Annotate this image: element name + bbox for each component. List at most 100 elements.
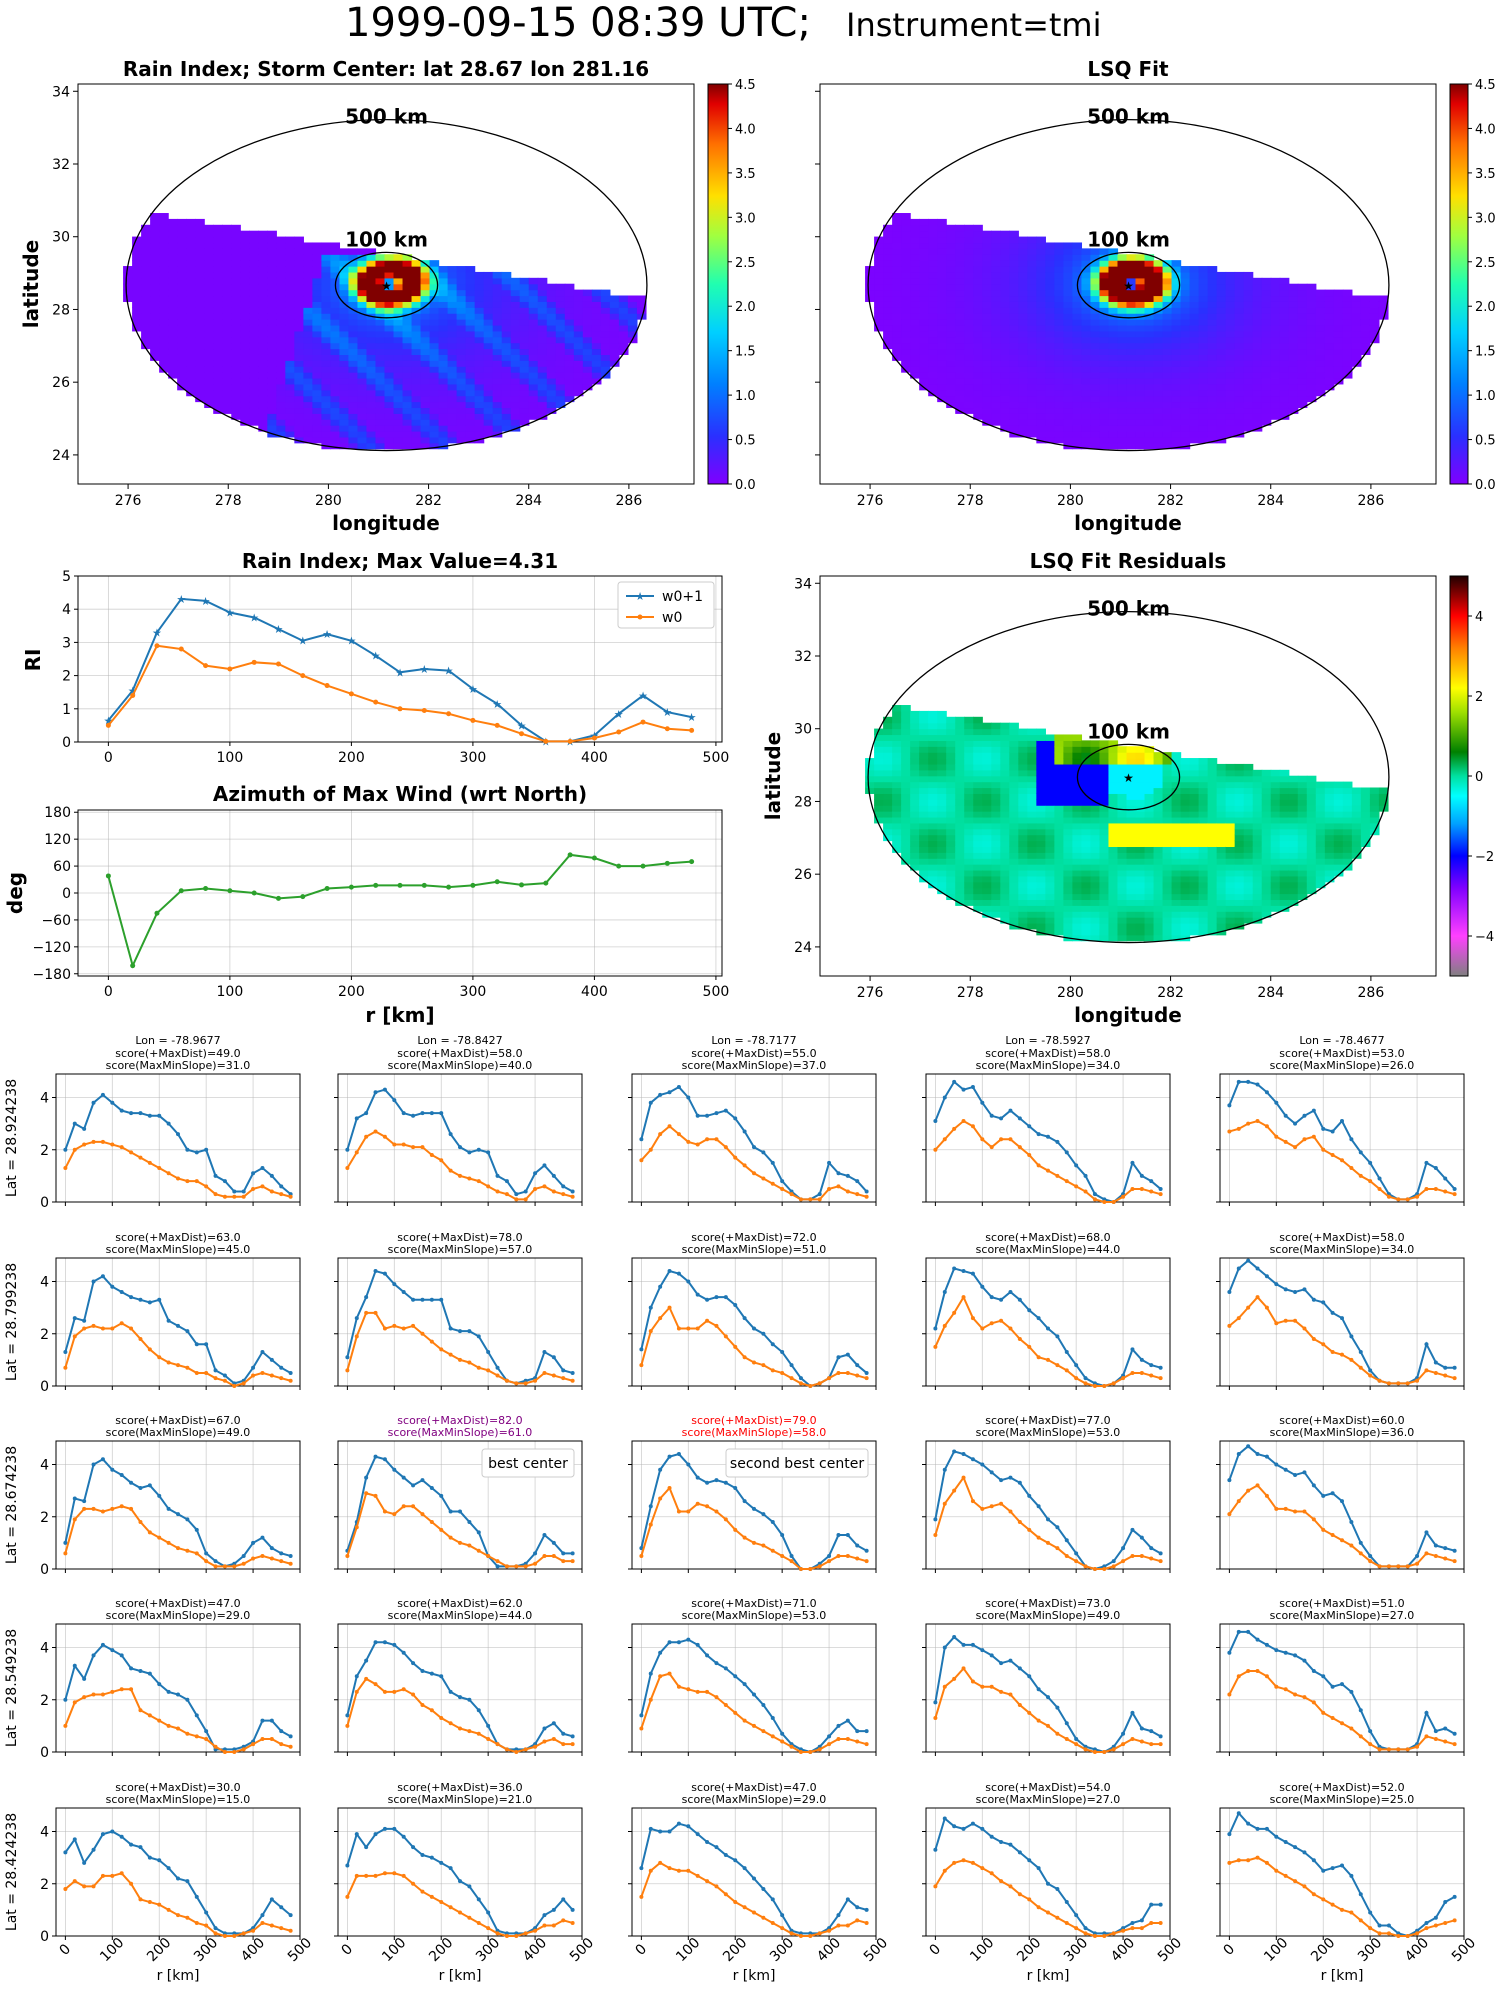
y-tick-label: 0 bbox=[62, 886, 71, 902]
heat-cell bbox=[1270, 816, 1281, 824]
heat-cell bbox=[910, 834, 920, 842]
heat-cell bbox=[1243, 846, 1254, 853]
heat-cell bbox=[982, 846, 992, 853]
heat-cell bbox=[910, 354, 920, 361]
heat-cell bbox=[1279, 324, 1290, 332]
y-axis-label: RI bbox=[21, 649, 45, 672]
heat-cell bbox=[982, 330, 992, 338]
heat-cell bbox=[150, 218, 160, 226]
heat-cell bbox=[195, 324, 205, 332]
heat-cell bbox=[1090, 934, 1101, 942]
heat-cell bbox=[1216, 769, 1227, 777]
heat-cell bbox=[1162, 905, 1173, 912]
heat-cell bbox=[991, 236, 1001, 244]
heat-cell bbox=[1000, 419, 1010, 426]
heat-cell bbox=[982, 319, 992, 326]
heat-cell bbox=[240, 271, 250, 279]
heat-cell bbox=[600, 342, 611, 350]
heat-cell bbox=[348, 436, 359, 444]
heat-cell bbox=[1306, 342, 1317, 350]
heat-cell bbox=[168, 360, 178, 367]
heat-cell bbox=[1009, 319, 1019, 326]
heat-cell bbox=[1108, 828, 1119, 836]
heat-cell bbox=[919, 858, 929, 865]
heat-cell bbox=[1000, 242, 1010, 249]
heat-cell bbox=[1054, 763, 1064, 771]
heat-cell bbox=[910, 224, 920, 232]
heat-cell bbox=[1063, 330, 1074, 338]
heat-cell bbox=[1261, 377, 1272, 385]
heat-cell bbox=[366, 372, 377, 379]
heat-cell bbox=[1072, 752, 1083, 759]
heat-cell bbox=[1234, 917, 1245, 924]
heat-cell bbox=[1099, 805, 1110, 812]
heat-cell bbox=[1180, 846, 1191, 853]
heat-cell bbox=[447, 354, 458, 361]
heat-cell bbox=[1018, 875, 1028, 883]
heat-cell bbox=[1342, 366, 1353, 373]
heat-cell bbox=[1027, 307, 1037, 314]
heat-cell bbox=[1297, 348, 1308, 355]
heat-cell bbox=[1171, 881, 1182, 889]
heat-cell bbox=[1153, 775, 1164, 783]
heat-cell bbox=[928, 828, 938, 836]
heat-cell bbox=[1063, 342, 1074, 350]
heat-cell bbox=[1162, 934, 1173, 942]
heat-cell bbox=[1225, 858, 1236, 865]
heat-cell bbox=[1270, 893, 1281, 901]
heat-cell bbox=[177, 377, 187, 385]
heat-cell bbox=[1207, 383, 1218, 391]
heat-cell bbox=[231, 260, 241, 267]
heat-cell bbox=[465, 360, 476, 367]
heat-cell bbox=[555, 354, 566, 361]
heat-cell bbox=[865, 775, 875, 783]
heat-cell bbox=[1297, 864, 1308, 871]
heat-cell bbox=[1099, 283, 1110, 291]
heat-cell bbox=[1315, 313, 1326, 320]
heat-cell bbox=[937, 787, 947, 794]
heat-cell bbox=[1126, 864, 1137, 871]
heat-cell bbox=[1000, 389, 1010, 397]
heat-cell bbox=[546, 330, 557, 338]
heat-cell bbox=[438, 295, 449, 302]
heat-cell bbox=[1360, 822, 1371, 830]
heat-cell bbox=[946, 758, 956, 765]
heat-cell bbox=[1090, 775, 1101, 783]
heat-cell bbox=[1252, 277, 1263, 285]
heat-cell bbox=[1036, 295, 1046, 302]
heat-cell bbox=[303, 425, 313, 432]
heat-cell bbox=[1171, 360, 1182, 367]
heat-cell bbox=[946, 324, 956, 332]
heat-cell bbox=[1306, 289, 1317, 297]
heat-cell bbox=[357, 313, 368, 320]
heat-cell bbox=[330, 436, 341, 444]
heat-cell bbox=[285, 248, 295, 255]
heat-cell bbox=[465, 372, 476, 379]
heat-cell bbox=[1171, 366, 1182, 373]
heat-cell bbox=[1216, 840, 1227, 847]
heat-cell bbox=[1171, 307, 1182, 314]
heat-cell bbox=[1180, 875, 1191, 883]
heat-cell bbox=[1216, 869, 1227, 877]
heat-cell bbox=[1252, 319, 1263, 326]
heat-cell bbox=[384, 377, 395, 385]
heat-cell bbox=[1207, 419, 1218, 426]
heat-cell bbox=[1288, 307, 1299, 314]
heat-cell bbox=[1054, 893, 1064, 901]
heat-cell bbox=[393, 295, 404, 302]
heat-cell bbox=[1144, 840, 1155, 847]
heat-cell bbox=[1117, 922, 1128, 930]
heat-cell bbox=[348, 324, 359, 332]
heat-cell bbox=[222, 336, 232, 344]
heat-cell bbox=[213, 277, 223, 285]
heat-cell bbox=[339, 248, 350, 255]
heat-cell bbox=[600, 348, 611, 355]
heat-cell bbox=[1162, 899, 1173, 906]
heat-cell bbox=[1261, 816, 1272, 824]
heat-cell bbox=[1009, 834, 1019, 842]
heat-cell bbox=[213, 283, 223, 291]
heat-cell bbox=[1009, 917, 1019, 924]
heat-cell bbox=[1000, 787, 1010, 794]
heat-cell bbox=[186, 354, 196, 361]
heat-cell bbox=[1252, 864, 1263, 871]
